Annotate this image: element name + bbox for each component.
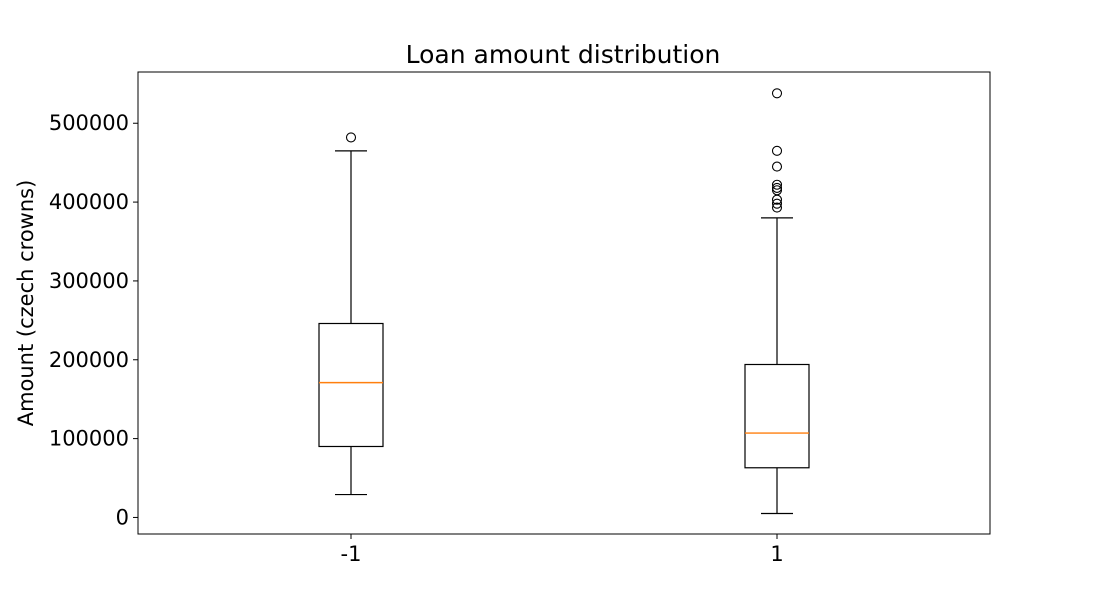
outlier-point bbox=[345, 132, 357, 143]
x-tick-label: -1 bbox=[341, 542, 362, 566]
y-tick-label: 100000 bbox=[49, 427, 129, 451]
outlier-point bbox=[771, 182, 783, 193]
box-group bbox=[318, 132, 384, 496]
outlier-point bbox=[771, 202, 783, 213]
outlier-point bbox=[771, 88, 783, 99]
y-tick-label: 200000 bbox=[49, 348, 129, 372]
outlier-point bbox=[771, 179, 783, 190]
plot-area-frame bbox=[137, 71, 991, 535]
box-group bbox=[744, 88, 810, 515]
y-tick-label: 300000 bbox=[49, 269, 129, 293]
outlier-point bbox=[771, 194, 783, 205]
outlier-point bbox=[771, 198, 783, 209]
x-tick-label: 1 bbox=[770, 542, 783, 566]
outlier-point bbox=[771, 161, 783, 172]
box-series bbox=[318, 88, 810, 515]
y-tick-label: 400000 bbox=[49, 190, 129, 214]
outlier-point bbox=[771, 185, 783, 196]
iqr-box bbox=[318, 322, 384, 448]
y-axis-label: Amount (czech crowns) bbox=[14, 180, 38, 427]
iqr-box bbox=[744, 363, 810, 469]
y-axis-ticks: 0 100000 200000 300000 400000 500000 bbox=[49, 111, 138, 529]
chart-title: Loan amount distribution bbox=[406, 40, 721, 69]
y-tick-label: 0 bbox=[116, 505, 129, 529]
y-tick-label: 500000 bbox=[49, 111, 129, 135]
x-axis-ticks: -1 1 bbox=[341, 534, 784, 566]
outlier-point bbox=[771, 145, 783, 156]
